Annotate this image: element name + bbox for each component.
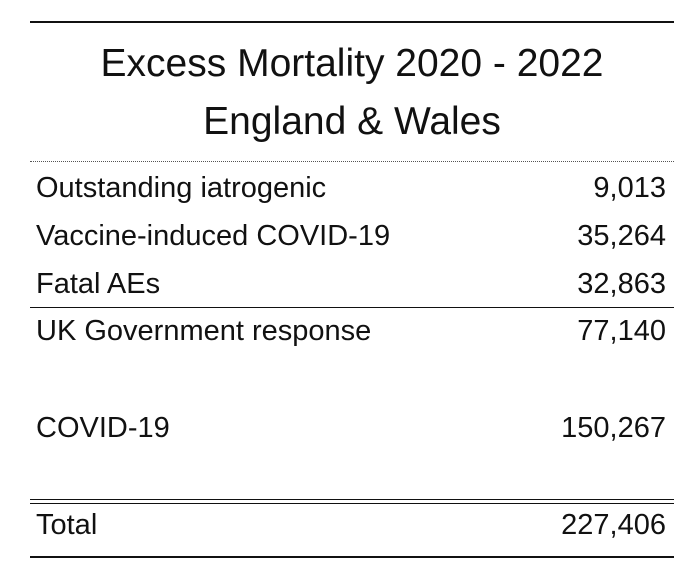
table-row: UK Government response 77,140 xyxy=(36,312,666,350)
bottom-border xyxy=(30,556,674,558)
row-value: 9,013 xyxy=(593,171,666,204)
row-label: Vaccine-induced COVID-19 xyxy=(36,219,391,252)
row-value: 77,140 xyxy=(577,314,666,347)
row-value: 35,264 xyxy=(577,219,666,252)
subtotal-divider xyxy=(30,307,674,308)
table-row: COVID-19 150,267 xyxy=(36,409,666,447)
row-label: Outstanding iatrogenic xyxy=(36,171,327,204)
total-divider-second xyxy=(30,503,674,504)
row-label: COVID-19 xyxy=(36,411,170,444)
row-value: 32,863 xyxy=(577,267,666,300)
top-border xyxy=(30,21,674,23)
total-value: 227,406 xyxy=(561,508,666,541)
table-row: Outstanding iatrogenic 9,013 xyxy=(36,169,666,207)
header-divider xyxy=(30,161,674,162)
total-label: Total xyxy=(36,508,98,541)
total-row: Total 227,406 xyxy=(36,506,666,544)
row-label: Fatal AEs xyxy=(36,267,161,300)
total-divider xyxy=(30,499,674,500)
table-row: Fatal AEs 32,863 xyxy=(36,265,666,303)
row-value: 150,267 xyxy=(561,411,666,444)
table-subtitle: England & Wales xyxy=(203,100,501,143)
table-title: Excess Mortality 2020 - 2022 xyxy=(100,42,604,85)
table-row: Vaccine-induced COVID-19 35,264 xyxy=(36,217,666,255)
row-label: UK Government response xyxy=(36,314,372,347)
